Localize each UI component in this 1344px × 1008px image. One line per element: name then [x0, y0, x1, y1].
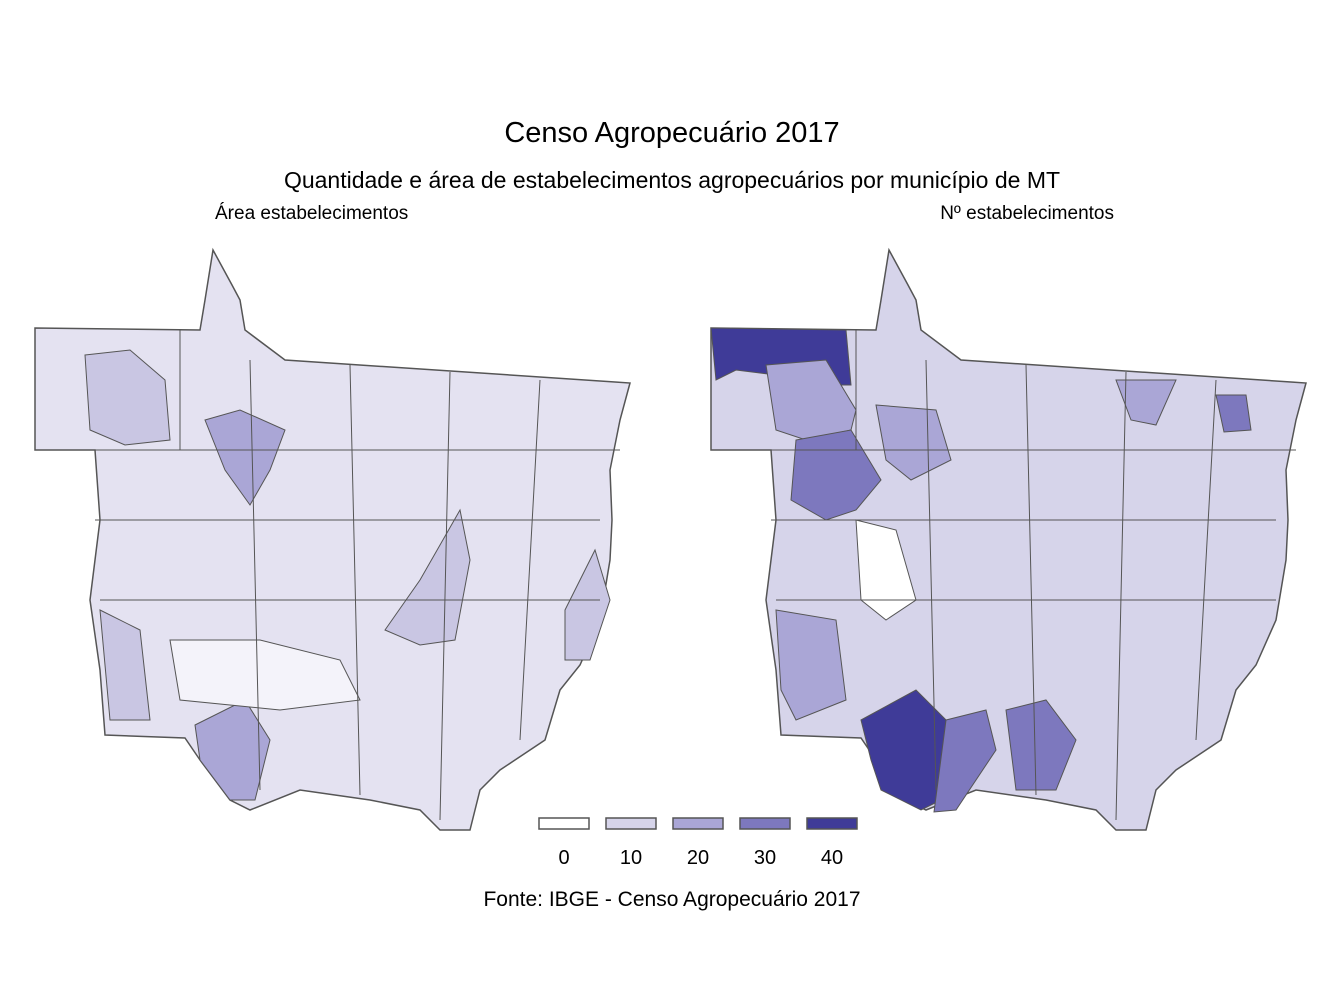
legend-swatch [672, 817, 724, 830]
legend-swatch [739, 817, 791, 830]
legend-label: 0 [558, 847, 569, 869]
legend-swatch [605, 817, 657, 830]
legend-label: 40 [821, 847, 843, 869]
legend: 0 10 20 30 40 [538, 817, 858, 869]
source: Fonte: IBGE - Censo Agropecuário 2017 [483, 888, 860, 911]
map-left [34, 249, 631, 831]
legend-label: 20 [687, 847, 709, 869]
legend-swatch [538, 817, 590, 830]
panel-label: Nº estabelecimentos [940, 203, 1114, 224]
panel-label: Área estabelecimentos [215, 203, 408, 224]
map-right [710, 249, 1307, 831]
legend-label: 30 [754, 847, 776, 869]
legend-swatch [806, 817, 858, 830]
title: Censo Agropecuário 2017 [504, 117, 839, 149]
subtitle: Quantidade e área de estabelecimentos ag… [284, 167, 1060, 193]
legend-label: 10 [620, 847, 642, 869]
